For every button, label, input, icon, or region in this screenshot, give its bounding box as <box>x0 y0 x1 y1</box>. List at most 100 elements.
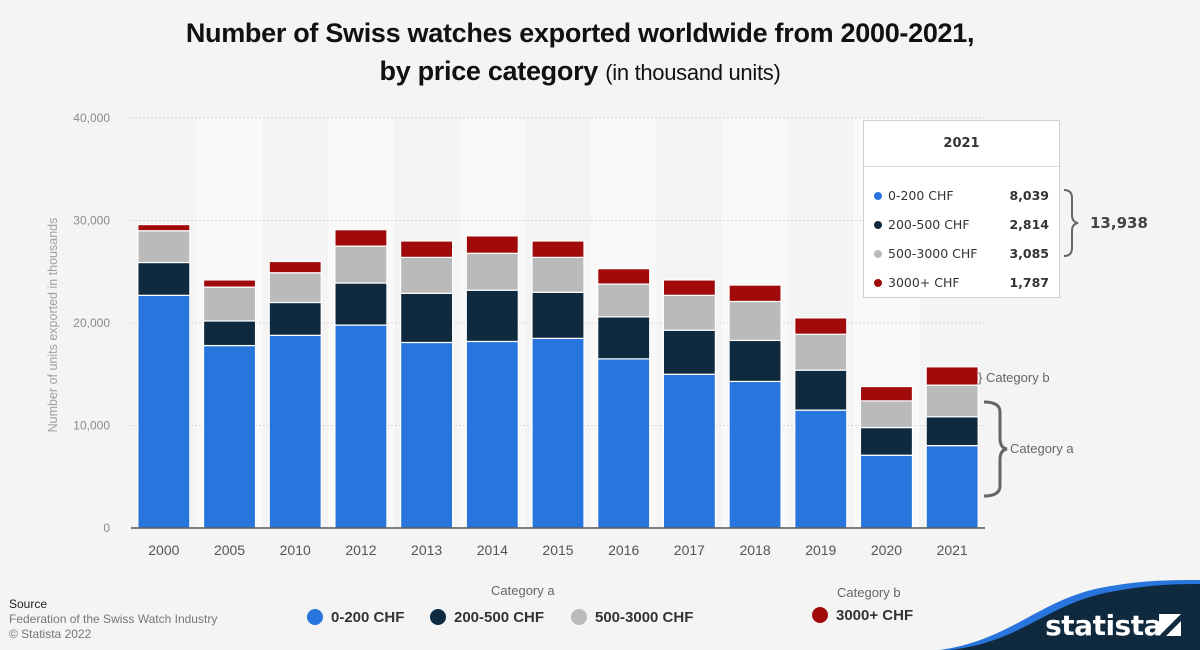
bar-segment[interactable] <box>859 385 914 402</box>
bar-segment[interactable] <box>662 373 716 529</box>
bar-segment[interactable] <box>400 240 454 258</box>
bar-stack[interactable] <box>728 284 782 529</box>
legend-dot-icon <box>874 279 882 287</box>
legend-item[interactable]: 200-500 CHF <box>430 608 544 628</box>
tooltip-rows: 0-200 CHF 8,039 200-500 CHF 2,814 500-3000… <box>864 167 1059 297</box>
tooltip-row-value: 2,814 <box>1009 217 1049 232</box>
bar-segment[interactable] <box>137 230 191 264</box>
x-tick-label: 2017 <box>674 542 705 558</box>
tooltip-row: 0-200 CHF 8,039 <box>864 181 1059 210</box>
legend-group-category-b: Category b <box>837 585 901 600</box>
bar-segment[interactable] <box>531 240 585 258</box>
y-tick-label: 20,000 <box>73 316 110 330</box>
bar-segment[interactable] <box>925 384 979 418</box>
bar-segment[interactable] <box>268 260 322 274</box>
bar-segment[interactable] <box>794 317 848 335</box>
bar-segment[interactable] <box>925 366 979 386</box>
bar-stack[interactable] <box>268 260 322 529</box>
bar-segment[interactable] <box>794 409 848 529</box>
bar-segment[interactable] <box>728 380 782 529</box>
legend-group-category-a: Category a <box>491 583 555 598</box>
bar-segment[interactable] <box>662 329 716 375</box>
bar-segment[interactable] <box>794 369 848 411</box>
bar-stack[interactable] <box>137 224 191 529</box>
source-text[interactable]: Federation of the Swiss Watch Industry <box>9 612 218 626</box>
bar-stack[interactable] <box>334 229 388 529</box>
bar-segment[interactable] <box>531 291 585 339</box>
bar-stack[interactable] <box>925 366 979 529</box>
annotation-category-a: Category a <box>1010 441 1074 456</box>
bar-segment[interactable] <box>400 292 454 344</box>
bar-stack[interactable] <box>531 240 585 529</box>
chart-title-line1: Number of Swiss watches exported worldwi… <box>185 18 975 48</box>
x-tick-label: 2005 <box>214 542 245 558</box>
bar-segment[interactable] <box>400 341 454 529</box>
bar-segment[interactable] <box>597 268 651 285</box>
bar-segment[interactable] <box>202 279 257 288</box>
bar-segment[interactable] <box>859 400 914 429</box>
bar-segment[interactable] <box>662 294 716 331</box>
bar-segment[interactable] <box>465 252 519 291</box>
bar-segment[interactable] <box>859 426 914 456</box>
tooltip-bracket-total: 13,938 <box>1090 214 1148 232</box>
bar-segment[interactable] <box>597 316 651 360</box>
bar-stack[interactable] <box>794 317 848 529</box>
bar-segment[interactable] <box>137 294 191 529</box>
bar-segment[interactable] <box>794 333 848 371</box>
bar-segment[interactable] <box>202 286 257 322</box>
statista-brand[interactable]: statista <box>1045 609 1162 642</box>
tooltip-row-value: 1,787 <box>1009 275 1049 290</box>
bar-segment[interactable] <box>597 283 651 318</box>
legend-item[interactable]: 3000+ CHF <box>812 606 913 626</box>
bar-segment[interactable] <box>202 320 257 347</box>
legend-dot-icon <box>307 609 323 625</box>
legend-dot-icon <box>874 192 882 200</box>
bar-segment[interactable] <box>334 245 388 284</box>
bar-segment[interactable] <box>400 256 454 294</box>
legend-item-label: 3000+ CHF <box>836 607 914 624</box>
bar-segment[interactable] <box>728 284 782 303</box>
bar-segment[interactable] <box>531 337 585 529</box>
category-a-brace-icon <box>983 400 1008 498</box>
tooltip-row-label: 200-500 CHF <box>888 217 970 232</box>
bar-stack[interactable] <box>859 385 914 529</box>
bar-segment[interactable] <box>334 229 388 247</box>
y-axis-ticks: 0 10,000 20,000 30,000 40,000 <box>73 111 110 535</box>
bar-segment[interactable] <box>465 340 519 529</box>
bar-segment[interactable] <box>268 272 322 304</box>
tooltip-row-label: 3000+ CHF <box>888 275 960 290</box>
bar-segment[interactable] <box>268 334 322 529</box>
tooltip-row: 500-3000 CHF 3,085 <box>864 239 1059 268</box>
bar-segment[interactable] <box>465 289 519 343</box>
chart-title: Number of Swiss watches exported worldwi… <box>0 14 1160 92</box>
bar-segment[interactable] <box>531 256 585 293</box>
brand-wave-dark <box>950 584 1200 650</box>
legend-dot-icon <box>874 250 882 258</box>
source-heading: Source <box>9 597 48 611</box>
bar-stack[interactable] <box>662 279 716 529</box>
bar-segment[interactable] <box>728 300 782 342</box>
bar-stack[interactable] <box>597 268 651 529</box>
bar-segment[interactable] <box>334 282 388 326</box>
bar-segment[interactable] <box>137 224 191 232</box>
legend-item[interactable]: 500-3000 CHF <box>571 608 693 628</box>
bar-segment[interactable] <box>859 454 914 529</box>
tooltip-brace-icon <box>1063 189 1079 257</box>
bar-segment[interactable] <box>925 445 979 529</box>
bar-segment[interactable] <box>334 324 388 529</box>
bar-segment[interactable] <box>925 416 979 447</box>
bar-stack[interactable] <box>202 279 257 529</box>
bar-segment[interactable] <box>728 339 782 383</box>
bar-segment[interactable] <box>597 358 651 529</box>
copyright: © Statista 2022 <box>9 627 92 641</box>
bar-segment[interactable] <box>202 344 257 529</box>
bar-segment[interactable] <box>465 235 519 254</box>
bar-segment[interactable] <box>662 279 716 296</box>
bar-segment[interactable] <box>268 301 322 336</box>
legend-item[interactable]: 0-200 CHF <box>307 608 404 628</box>
chart-title-line2: by price category (in thousand units) <box>0 52 1160 92</box>
bar-segment[interactable] <box>137 261 191 296</box>
bar-stack[interactable] <box>400 240 454 529</box>
bar-stack[interactable] <box>465 235 519 529</box>
